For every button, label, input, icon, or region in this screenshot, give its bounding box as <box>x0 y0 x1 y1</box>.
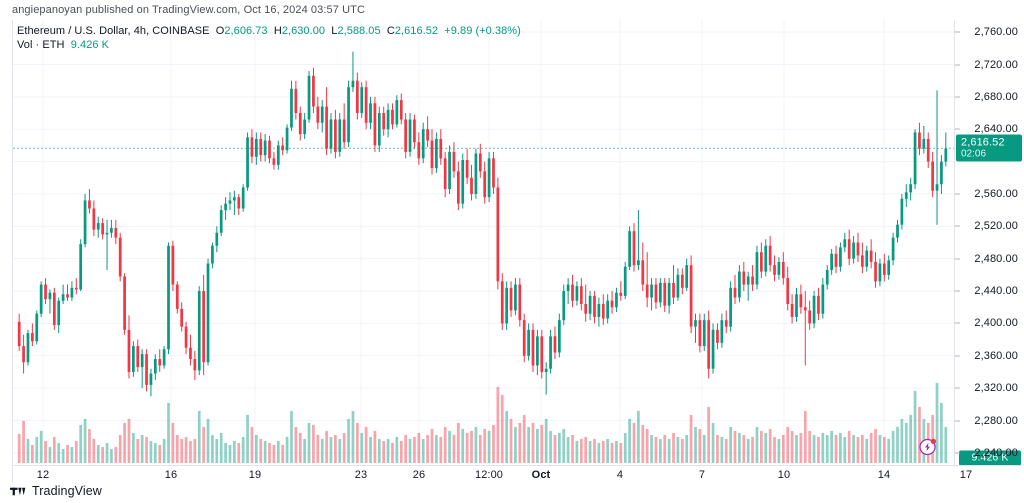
time-tick-label: Oct <box>531 469 551 481</box>
current-price-badge: 2,616.52 02:06 <box>956 134 1022 162</box>
chart-plot-area[interactable] <box>13 20 954 465</box>
price-tick-dash <box>955 452 960 454</box>
price-tick-label: 2,640.00 <box>974 123 1018 136</box>
price-tick-label: 2,760.00 <box>974 26 1018 39</box>
candlestick-chart-svg <box>13 20 954 465</box>
time-tick-label: 14 <box>877 469 891 481</box>
price-tick-dash <box>955 387 960 389</box>
tradingview-logo-icon <box>10 487 26 495</box>
price-tick-label: 2,720.00 <box>974 58 1018 71</box>
lightning-bolt-button[interactable] <box>918 437 937 456</box>
price-tick-label: 2,360.00 <box>974 349 1018 362</box>
price-tick-label: 2,520.00 <box>974 220 1018 233</box>
tradingview-brand-name: TradingView <box>32 484 102 498</box>
price-tick-label: 2,480.00 <box>974 252 1018 265</box>
price-tick-dash <box>955 31 960 33</box>
price-tick-label: 2,680.00 <box>974 90 1018 103</box>
notification-dot-icon <box>930 438 936 444</box>
price-tick-label: 2,240.00 <box>974 446 1018 459</box>
current-price-value: 2,616.52 <box>961 136 1005 149</box>
price-tick-dash <box>955 258 960 260</box>
price-tick-dash <box>955 64 960 65</box>
price-tick-dash <box>955 225 960 227</box>
price-tick-dash <box>955 355 960 357</box>
time-tick-label: 17 <box>959 469 973 481</box>
chart-frame: 2,616.52 02:06 9.426 K 2,760.00 2,720.00 2… <box>12 20 1023 466</box>
price-tick-dash <box>955 322 960 324</box>
attribution-text: angiepanoyan published on TradingView.co… <box>12 4 366 16</box>
price-tick-dash <box>955 128 960 130</box>
price-tick-dash <box>955 193 960 195</box>
price-tick-label: 2,400.00 <box>974 317 1018 330</box>
time-tick-label: 16 <box>164 469 178 481</box>
time-scale-axis[interactable]: 12 16 19 23 26 12:00 Oct 4 7 10 14 17 <box>12 465 1022 483</box>
price-scale-axis[interactable]: 2,616.52 02:06 9.426 K 2,760.00 2,720.00 2… <box>954 20 1023 466</box>
time-tick-label: 26 <box>412 469 426 481</box>
current-price-countdown: 02:06 <box>961 148 987 160</box>
time-tick-label: 10 <box>777 469 791 481</box>
price-tick-label: 2,320.00 <box>974 382 1018 395</box>
price-tick-dash <box>955 420 960 421</box>
time-tick-label: 19 <box>248 469 262 481</box>
tradingview-footer-logo[interactable]: TradingView <box>10 484 102 498</box>
price-tick-label: 2,280.00 <box>974 414 1018 427</box>
lightning-bolt-icon <box>919 438 936 456</box>
volume-value-badge: 9.426 K <box>959 450 1021 466</box>
price-tick-dash <box>955 96 960 98</box>
time-tick-label: 12:00 <box>474 469 504 481</box>
time-tick-label: 12 <box>36 469 50 481</box>
price-tick-label: 2,440.00 <box>974 285 1018 298</box>
price-tick-label: 2,560.00 <box>974 187 1018 200</box>
time-tick-label: 7 <box>698 469 706 481</box>
price-tick-dash <box>955 290 960 292</box>
time-tick-label: 23 <box>354 469 368 481</box>
time-tick-label: 4 <box>616 469 624 481</box>
